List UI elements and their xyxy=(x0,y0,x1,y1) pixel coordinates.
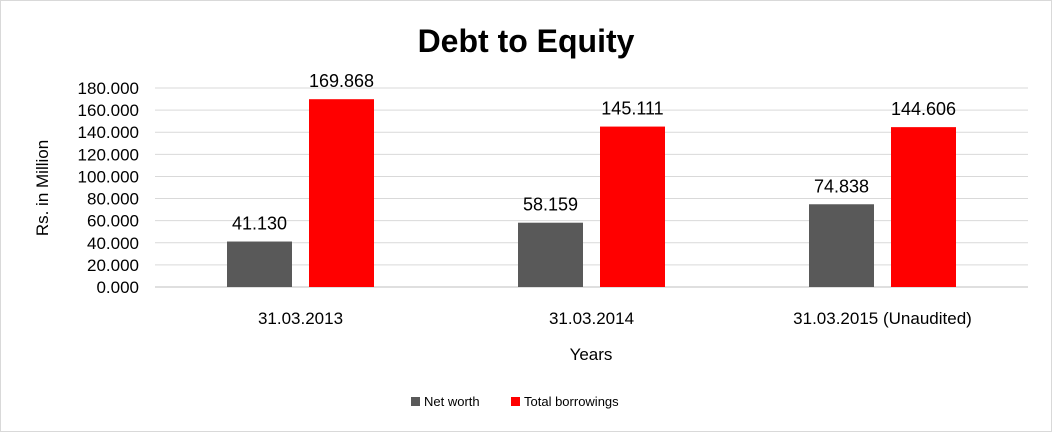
data-label: 41.130 xyxy=(232,214,287,234)
legend-label: Total borrowings xyxy=(524,394,619,409)
chart-title: Debt to Equity xyxy=(418,23,635,59)
legend-swatch xyxy=(511,397,520,406)
data-label: 169.868 xyxy=(309,71,374,91)
data-labels: 41.130 169.868 58.159 145.111 74.838 144.606 xyxy=(232,71,956,233)
bar-total-borrowings xyxy=(600,126,665,288)
data-label: 74.838 xyxy=(814,176,869,196)
x-axis-title: Years xyxy=(570,345,613,364)
data-label: 144.606 xyxy=(891,99,956,119)
bar-total-borrowings xyxy=(891,127,956,287)
bar-net-worth xyxy=(227,241,292,287)
y-tick-label: 0.000 xyxy=(96,278,139,297)
x-category-label: 31.03.2015 (Unaudited) xyxy=(793,309,972,328)
y-tick-label: 60.000 xyxy=(87,212,139,231)
x-category-label: 31.03.2013 xyxy=(258,309,343,328)
legend-swatch xyxy=(411,397,420,406)
bar-net-worth xyxy=(809,204,874,287)
y-tick-label: 40.000 xyxy=(87,234,139,253)
x-axis-categories: 31.03.2013 31.03.2014 31.03.2015 (Unaudite… xyxy=(258,309,972,328)
y-tick-label: 140.000 xyxy=(78,123,139,142)
x-category-label: 31.03.2014 xyxy=(549,309,634,328)
bar-total-borrowings xyxy=(309,99,374,287)
legend: Net worth Total borrowings xyxy=(411,394,619,409)
y-axis-ticks: 0.000 20.000 40.000 60.000 80.000 100.000 120.… xyxy=(78,79,139,297)
y-tick-label: 80.000 xyxy=(87,190,139,209)
y-tick-label: 120.000 xyxy=(78,145,139,164)
bars xyxy=(227,99,956,288)
gridlines xyxy=(155,87,1028,288)
y-tick-label: 100.000 xyxy=(78,167,139,186)
y-axis-title: Rs. in Million xyxy=(33,140,52,236)
data-label: 145.111 xyxy=(601,99,663,119)
y-tick-label: 160.000 xyxy=(78,101,139,120)
y-tick-label: 20.000 xyxy=(87,256,139,275)
y-tick-label: 180.000 xyxy=(78,79,139,98)
bar-net-worth xyxy=(518,222,583,287)
data-label: 58.159 xyxy=(523,195,578,215)
legend-label: Net worth xyxy=(424,394,480,409)
